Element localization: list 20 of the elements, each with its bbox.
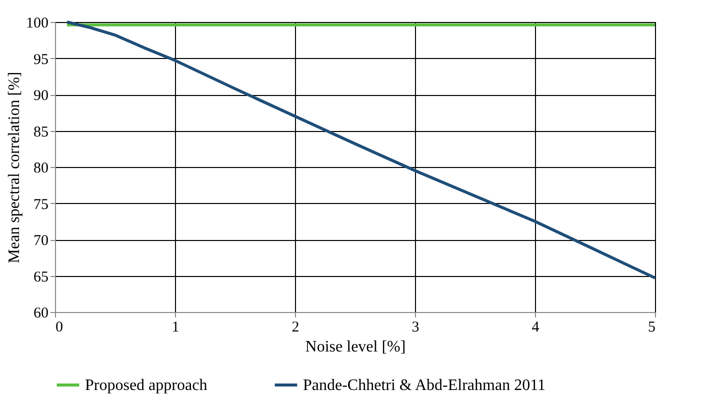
y-tick-label: 75 (34, 196, 48, 213)
y-tick-label: 90 (34, 88, 48, 104)
x-axis-title: Noise level [%] (305, 338, 406, 356)
legend-label: Pande-Chhetri & Abd-Elrahman 2011 (303, 377, 546, 394)
line-series (66, 20, 656, 280)
y-tick-label: 60 (34, 306, 48, 322)
y-tick-label: 80 (34, 160, 48, 176)
y-tick-label: 70 (34, 233, 48, 249)
x-tick-label: 4 (532, 320, 540, 336)
y-tick-label: 95 (34, 52, 48, 68)
x-tick-label: 3 (412, 320, 420, 336)
y-tick-label: 100 (26, 16, 48, 32)
x-tick-label: 1 (172, 320, 180, 336)
y-tick-label: 85 (34, 124, 48, 140)
legend-label: Proposed approach (85, 377, 208, 394)
x-tick-label: 0 (56, 320, 63, 336)
x-tick-label: 2 (292, 320, 300, 336)
y-axis-title: Mean spectral correlation [%] (6, 72, 23, 264)
y-tick-label: 65 (34, 269, 48, 286)
x-tick-label: 5 (648, 320, 656, 336)
